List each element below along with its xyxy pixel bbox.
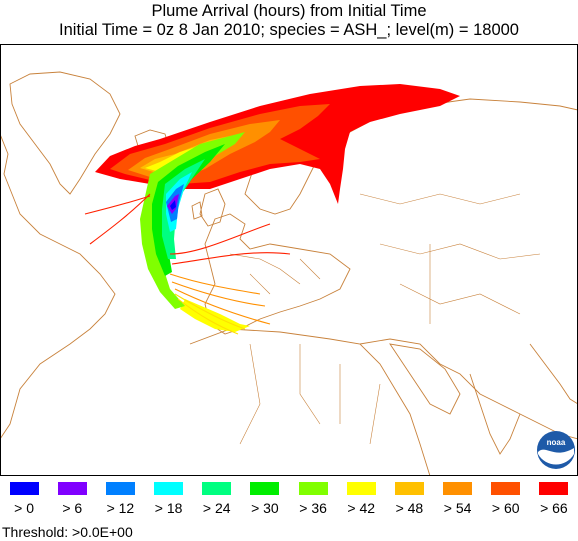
greenland-coast (9, 71, 121, 195)
middle-east-coast (359, 338, 578, 440)
plume-zone-30 (152, 144, 225, 276)
streak-orange (169, 273, 271, 325)
noaa-logo-wave (538, 448, 574, 465)
legend-swatch (394, 482, 424, 495)
legend-swatch (443, 482, 473, 495)
legend-label: > 60 (491, 500, 520, 516)
plume-zone-0 (170, 200, 176, 210)
british-isles-coast (191, 188, 226, 227)
north-america-coast (0, 133, 116, 440)
legend: > 0 > 6 > 12 > 18 > 24 > 30 > 36 > 42 > 48 > 54 > … (0, 480, 578, 520)
streak-red (84, 193, 291, 265)
legend-label: > 24 (202, 500, 231, 516)
legend-label: > 48 (395, 500, 424, 516)
arabia-coast (389, 343, 461, 415)
legend-swatch (298, 482, 328, 495)
noaa-logo-text: noaa (547, 438, 566, 447)
map-subtitle: Initial Time = 0z 8 Jan 2010; species = … (59, 21, 519, 39)
legend-label: > 6 (62, 500, 83, 516)
legend-swatch (202, 482, 232, 495)
map-title: Plume Arrival (hours) from Initial Time (151, 2, 427, 20)
legend-label: > 36 (299, 500, 327, 516)
legend-swatch (539, 482, 569, 495)
india-coast (469, 373, 521, 455)
legend-swatch (346, 482, 376, 495)
noaa-logo: noaa (537, 431, 575, 469)
legend-swatch (154, 482, 184, 495)
streak-yellow (174, 293, 246, 335)
legend-swatch (9, 482, 39, 495)
legend-label: > 0 (14, 500, 34, 516)
legend-label: > 54 (443, 500, 472, 516)
legend-label: > 42 (347, 500, 376, 516)
southeast-asia-coast (529, 343, 578, 405)
legend-label: > 12 (106, 500, 135, 516)
legend-label: > 30 (251, 500, 279, 516)
legend-label: > 66 (540, 500, 568, 516)
legend-swatch (57, 482, 87, 495)
plume-zone-24 (162, 159, 205, 259)
africa-coast (189, 328, 431, 476)
plume-map (0, 44, 578, 476)
threshold-label: Threshold: >0.0E+00 (2, 524, 133, 540)
legend-swatch (250, 482, 280, 495)
plume-layer (95, 84, 460, 332)
inner-borders (229, 193, 541, 445)
legend-label: > 18 (154, 500, 183, 516)
legend-swatch (491, 482, 521, 495)
trajectory-streaks (84, 193, 291, 335)
legend-swatch (105, 482, 135, 495)
